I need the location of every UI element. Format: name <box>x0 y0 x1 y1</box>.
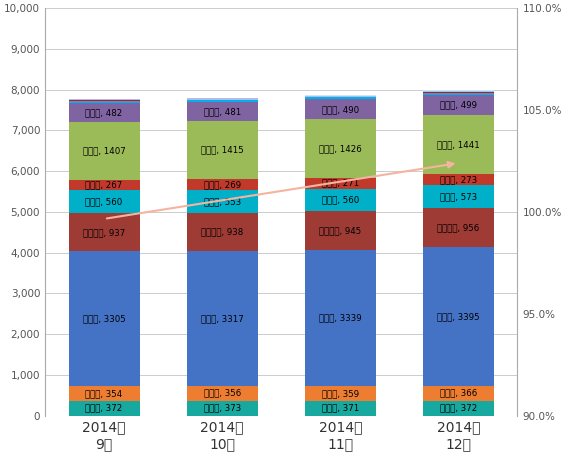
Bar <box>187 190 258 212</box>
Bar <box>68 191 139 213</box>
Text: 神奈川県, 945: 神奈川県, 945 <box>319 226 362 235</box>
Text: 千葉県, 354: 千葉県, 354 <box>85 389 123 398</box>
Text: 神奈川県, 937: 神奈川県, 937 <box>83 228 125 237</box>
Bar <box>423 185 494 208</box>
Bar <box>423 115 494 174</box>
Bar <box>423 400 494 416</box>
Text: 兵庫県, 481: 兵庫県, 481 <box>204 107 241 116</box>
Bar <box>305 177 376 188</box>
Bar <box>187 386 258 400</box>
Text: 大阪府, 1407: 大阪府, 1407 <box>83 147 126 156</box>
Text: 神奈川県, 938: 神奈川県, 938 <box>201 227 243 236</box>
Text: 京都府, 267: 京都府, 267 <box>85 181 123 189</box>
Bar <box>187 98 258 99</box>
Text: 京都府, 271: 京都府, 271 <box>321 178 359 187</box>
Bar <box>68 400 139 416</box>
Bar <box>187 400 258 416</box>
Bar <box>305 401 376 416</box>
Bar <box>187 121 258 179</box>
Text: 大阪府, 1426: 大阪府, 1426 <box>319 144 362 153</box>
Text: 千葉県, 356: 千葉県, 356 <box>204 389 241 398</box>
Bar <box>423 208 494 248</box>
Text: 神奈川県, 956: 神奈川県, 956 <box>438 223 479 233</box>
Text: 東京都, 3395: 東京都, 3395 <box>437 312 480 321</box>
Text: 兵庫県, 482: 兵庫県, 482 <box>85 108 123 117</box>
Text: 愛知県, 560: 愛知県, 560 <box>85 197 123 207</box>
Text: 埼玉県, 372: 埼玉県, 372 <box>440 404 477 413</box>
Bar <box>423 91 494 92</box>
Bar <box>187 102 258 121</box>
Text: 千葉県, 359: 千葉県, 359 <box>321 389 359 398</box>
Bar <box>423 95 494 115</box>
Bar <box>305 386 376 401</box>
Text: 京都府, 269: 京都府, 269 <box>204 180 241 189</box>
Text: 東京都, 3317: 東京都, 3317 <box>201 314 243 323</box>
Bar <box>423 174 494 185</box>
Bar <box>68 252 139 386</box>
Bar <box>423 248 494 386</box>
Bar <box>187 99 258 100</box>
Text: 愛知県, 560: 愛知県, 560 <box>321 196 359 204</box>
Bar <box>68 122 139 180</box>
Bar <box>187 179 258 190</box>
Text: 兵庫県, 499: 兵庫県, 499 <box>440 101 477 110</box>
Bar <box>68 180 139 191</box>
Bar <box>423 93 494 95</box>
Bar <box>305 100 376 119</box>
Text: 愛知県, 573: 愛知県, 573 <box>440 192 477 201</box>
Bar <box>68 213 139 252</box>
Bar <box>305 250 376 386</box>
Bar <box>305 119 376 177</box>
Bar <box>423 386 494 400</box>
Bar <box>305 212 376 250</box>
Bar <box>423 90 494 91</box>
Bar <box>68 99 139 100</box>
Bar <box>68 100 139 101</box>
Text: 大阪府, 1441: 大阪府, 1441 <box>437 140 480 149</box>
Bar <box>305 97 376 100</box>
Text: 東京都, 3339: 東京都, 3339 <box>319 313 362 323</box>
Text: 京都府, 273: 京都府, 273 <box>440 175 477 184</box>
Bar <box>187 212 258 251</box>
Text: 埼玉県, 372: 埼玉県, 372 <box>85 404 123 413</box>
Text: 兵庫県, 490: 兵庫県, 490 <box>321 105 359 114</box>
Text: 愛知県, 553: 愛知県, 553 <box>204 197 241 206</box>
Text: 千葉県, 366: 千葉県, 366 <box>440 389 477 398</box>
Bar <box>68 386 139 400</box>
Text: 東京都, 3305: 東京都, 3305 <box>83 314 126 324</box>
Text: 埼玉県, 371: 埼玉県, 371 <box>321 404 359 413</box>
Bar <box>187 100 258 102</box>
Text: 埼玉県, 373: 埼玉県, 373 <box>204 404 241 413</box>
Bar <box>305 96 376 97</box>
Text: 大阪府, 1415: 大阪府, 1415 <box>201 146 243 155</box>
Bar <box>305 188 376 212</box>
Bar <box>187 251 258 386</box>
Bar <box>68 101 139 102</box>
Bar <box>68 102 139 122</box>
